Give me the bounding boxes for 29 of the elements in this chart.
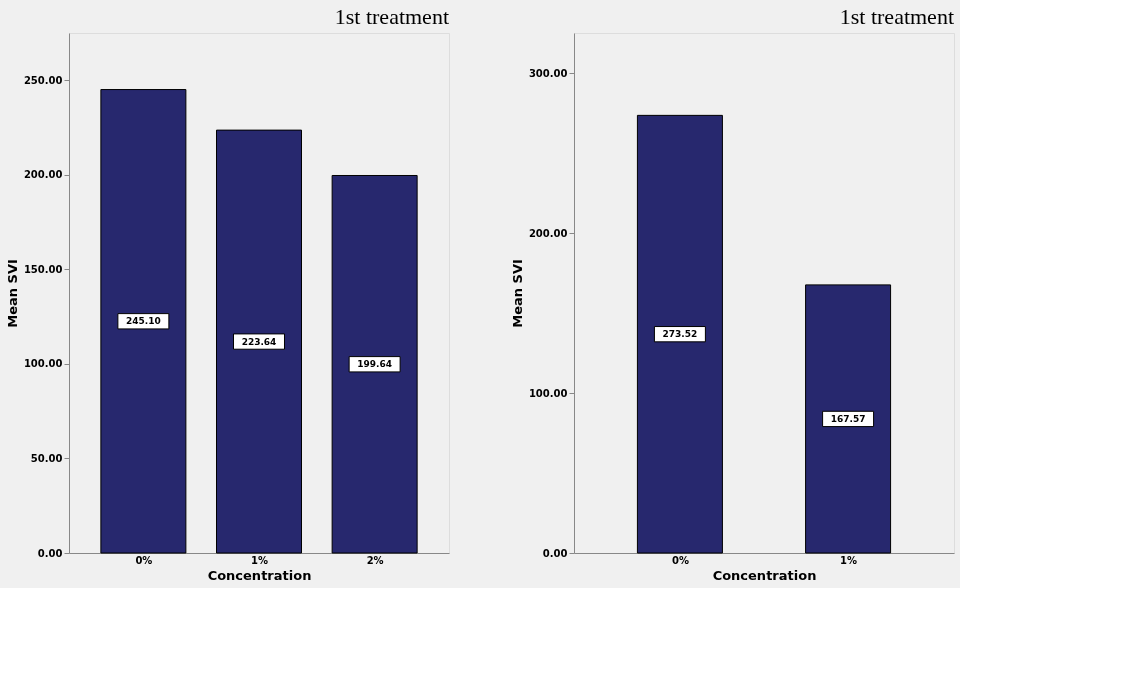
x-tick-label: 1%	[251, 554, 268, 566]
y-tick-label: 0.00	[37, 547, 63, 559]
x-axis-title: Concentration	[207, 567, 312, 583]
bar	[100, 89, 187, 554]
bar	[216, 129, 302, 554]
x-tick-label: 1%	[840, 554, 858, 566]
y-tick-label: 200.00	[528, 227, 568, 239]
data-label: 167.57	[830, 413, 866, 424]
chart-title: 1st treatment	[334, 4, 449, 29]
x-tick-label: 0%	[671, 554, 689, 566]
y-tick-label: 150.00	[23, 263, 63, 275]
y-tick-label: 0.00	[542, 547, 568, 559]
y-tick-label: 300.00	[528, 67, 568, 79]
x-tick-label: 2%	[366, 554, 384, 566]
y-tick-label: 200.00	[23, 169, 63, 181]
y-axis-title: Mean SVI	[509, 259, 525, 328]
y-tick-label: 100.00	[23, 358, 63, 370]
y-axis-title: Mean SVI	[4, 259, 20, 328]
data-label: 273.52	[662, 329, 698, 340]
y-tick-label: 50.00	[30, 452, 63, 464]
y-tick-label: 250.00	[23, 74, 63, 86]
bar	[331, 175, 418, 554]
x-tick-label: 0%	[135, 554, 153, 566]
data-label: 245.10	[126, 316, 161, 327]
data-label: 223.64	[241, 336, 277, 347]
data-label: 199.64	[357, 359, 392, 370]
x-axis-title: Concentration	[712, 567, 817, 583]
chart-title: 1st treatment	[839, 4, 954, 29]
y-tick-label: 100.00	[528, 387, 568, 399]
